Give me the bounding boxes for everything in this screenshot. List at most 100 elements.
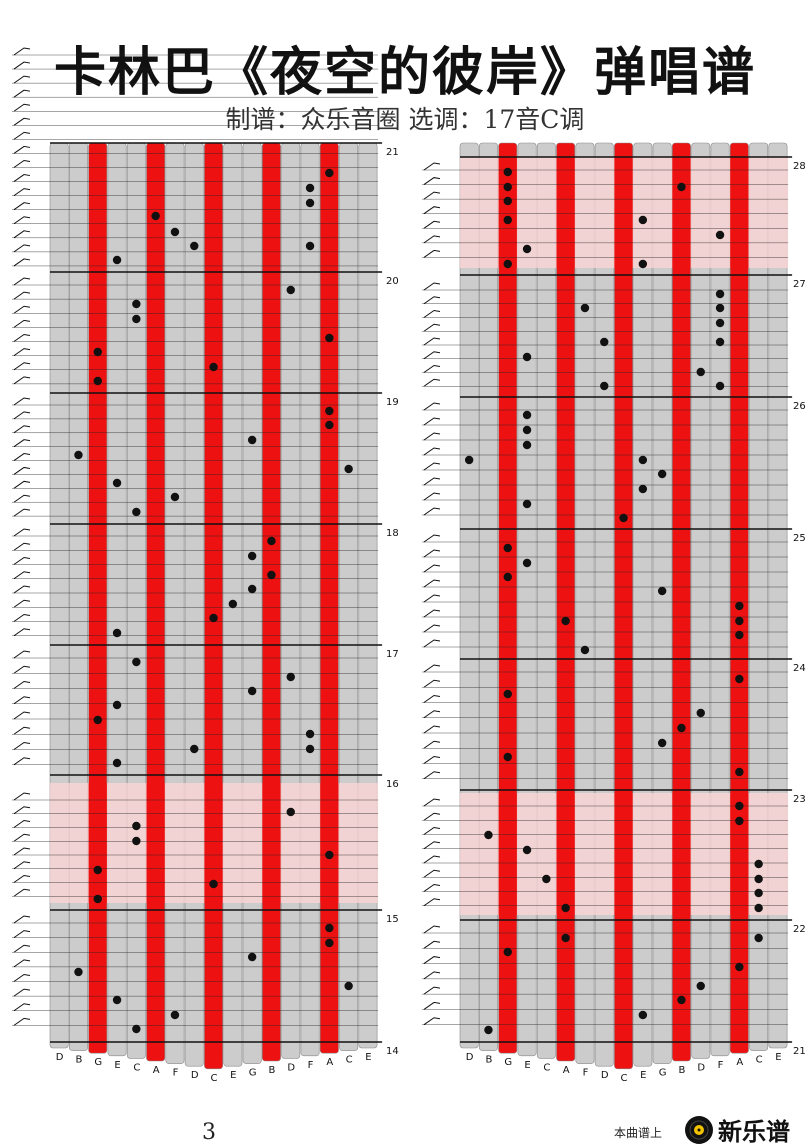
kalimba-tine: [633, 142, 653, 1067]
beat-flag: [13, 874, 31, 883]
tine-label: G: [94, 1057, 102, 1068]
note-dot: [696, 367, 705, 377]
beat-flag: [423, 1001, 441, 1010]
beat-flag: [13, 528, 31, 537]
beat-flag: [13, 188, 31, 197]
beat-flag: [13, 806, 31, 815]
kalimba-tine: [536, 142, 556, 1059]
beat-flag: [13, 833, 31, 842]
beat-flag: [13, 75, 31, 84]
beat-flag: [423, 492, 441, 501]
note-dot: [715, 289, 725, 299]
note-dot: [561, 616, 570, 626]
beat-flag: [13, 915, 31, 924]
measure-number: 18: [386, 528, 399, 539]
beat-flag: [13, 944, 31, 953]
note-dot: [132, 836, 141, 846]
beat-flag: [423, 812, 441, 821]
beat-flag: [423, 898, 441, 907]
beat-flag: [13, 861, 31, 870]
beat-flag: [13, 556, 31, 565]
note-dot: [638, 455, 648, 465]
note-dot: [325, 938, 334, 948]
note-dot: [638, 259, 648, 269]
note-dot: [93, 347, 102, 357]
beat-flag: [13, 425, 31, 434]
beat-flag: [13, 47, 31, 56]
beat-flag: [423, 798, 441, 807]
beat-flag: [13, 230, 31, 239]
kalimba-tine: [204, 142, 223, 1070]
measure-number: 14: [386, 1046, 399, 1057]
beat-flag: [423, 940, 441, 949]
note-dot: [325, 850, 334, 860]
beat-flag: [423, 925, 441, 934]
kalimba-tine-red: [146, 783, 165, 903]
beat-flag: [13, 202, 31, 211]
kalimba-tine: [261, 142, 281, 1062]
note-dot: [696, 708, 705, 718]
note-dot: [247, 551, 257, 561]
note-dot: [325, 923, 334, 933]
kalimba-tine-red: [730, 157, 749, 268]
note-dot: [93, 865, 102, 875]
vinyl-record-icon: [685, 1115, 713, 1144]
note-dot: [580, 645, 590, 655]
note-dot: [325, 406, 334, 416]
note-dot: [93, 376, 102, 386]
note-dot: [735, 674, 744, 684]
kalimba-tine-red: [672, 793, 691, 915]
tine-label: D: [56, 1052, 64, 1063]
note-dot: [522, 558, 532, 568]
tine-label: D: [697, 1062, 705, 1073]
kalimba-tine: [126, 142, 146, 1059]
tine-label: E: [230, 1070, 236, 1081]
note-dot: [715, 303, 725, 313]
beat-flag: [423, 740, 441, 749]
beat-flag: [13, 1017, 31, 1026]
beat-flag: [13, 726, 31, 735]
beat-flag: [13, 792, 31, 801]
kalimba-tine-red: [556, 793, 575, 915]
tine-label: C: [756, 1055, 763, 1066]
beat-flag: [13, 480, 31, 489]
beat-flag: [423, 564, 441, 573]
beat-flag: [13, 1003, 31, 1012]
kalimba-tine-red: [262, 783, 281, 903]
measure-number: 27: [793, 279, 806, 290]
note-dot: [754, 933, 763, 943]
tine-label: F: [718, 1060, 724, 1071]
beat-flag: [13, 599, 31, 608]
kalimba-tine: [281, 142, 301, 1059]
measure-number: 28: [793, 161, 806, 172]
note-dot: [484, 1025, 493, 1035]
kalimba-tine: [49, 142, 69, 1049]
beat-flag: [13, 61, 31, 70]
beat-flag: [423, 679, 441, 688]
note-dot: [715, 230, 725, 240]
beat-flag: [13, 145, 31, 154]
kalimba-tine-red: [672, 157, 691, 268]
kalimba-tine-red: [614, 793, 633, 915]
note-dot: [112, 628, 122, 638]
tine-label: B: [269, 1065, 276, 1076]
beat-flag: [423, 826, 441, 835]
note-dot: [325, 333, 334, 343]
note-dot: [344, 981, 353, 991]
beat-flag: [423, 971, 441, 980]
beat-flag: [423, 235, 441, 244]
note-dot: [657, 738, 667, 748]
kalimba-tine: [69, 142, 88, 1051]
tine-label: G: [249, 1068, 257, 1079]
beat-flag: [423, 755, 441, 764]
measure-number: 25: [793, 533, 806, 544]
beat-flag: [13, 757, 31, 766]
note-dot: [503, 196, 512, 206]
note-dot: [151, 211, 160, 221]
note-dot: [209, 879, 218, 889]
note-dot: [74, 967, 83, 977]
note-dot: [542, 874, 551, 884]
tine-label: C: [543, 1062, 550, 1073]
kalimba-tine: [614, 142, 634, 1070]
note-dot: [503, 572, 512, 582]
